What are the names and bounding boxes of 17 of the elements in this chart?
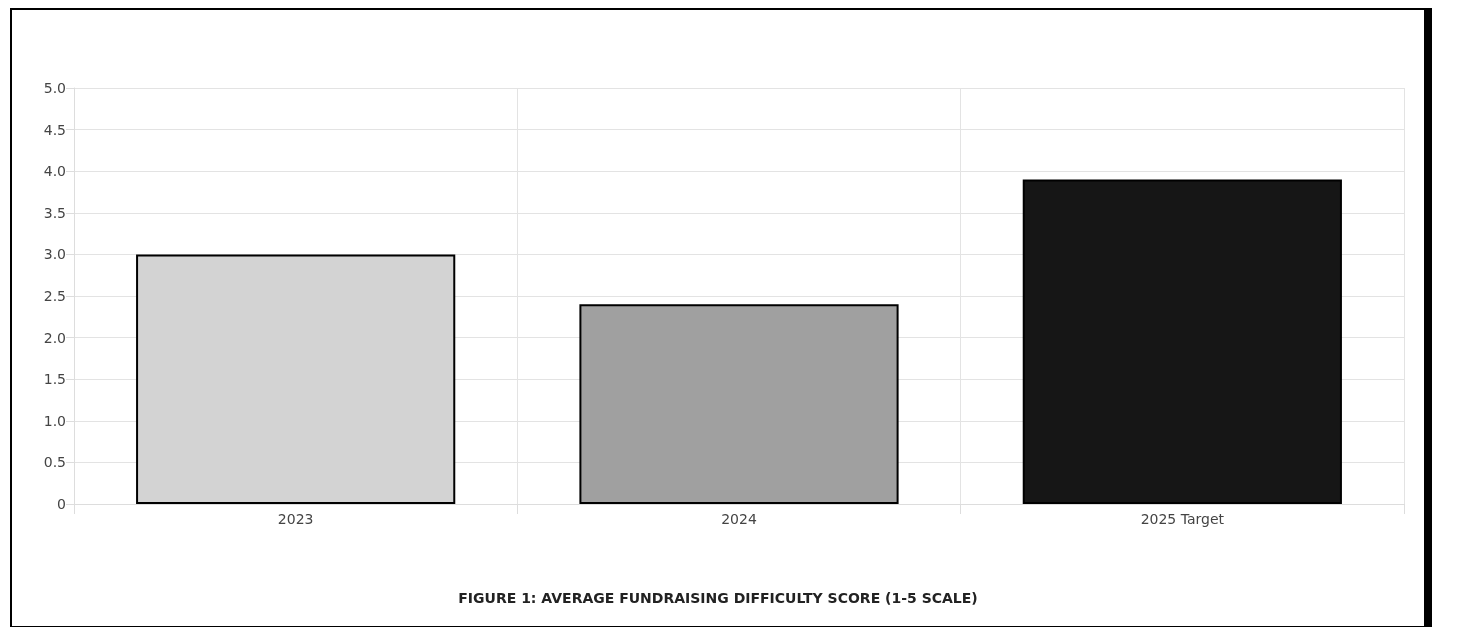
bar <box>1022 179 1342 504</box>
y-tick-label: 3.0 <box>43 246 66 263</box>
y-tick-label: 2.0 <box>43 329 66 346</box>
text: FIGURE 1: AVERAGE FUNDRAISING DIFFICULTY SCORE (1-5 SCALE) <box>458 590 978 606</box>
x-tick-label: 2025 Target <box>1140 511 1225 527</box>
y-tick-label: 4.5 <box>43 121 66 138</box>
y-tick-label: 2.5 <box>43 288 66 304</box>
y-tick-label: 4.0 <box>43 163 66 180</box>
y-tick-label: 0 <box>57 496 66 512</box>
y-tick-label: 1.5 <box>43 371 66 388</box>
bar <box>579 304 899 504</box>
x-tick-label: 2024 <box>721 511 757 527</box>
y-tick-label: 3.5 <box>43 204 66 221</box>
y-tick-label: 1.0 <box>43 412 66 429</box>
y-tick-label: 0.5 <box>43 454 66 471</box>
y-tick-label: 5.0 <box>43 80 66 96</box>
x-tick-label: 2023 <box>277 511 314 527</box>
